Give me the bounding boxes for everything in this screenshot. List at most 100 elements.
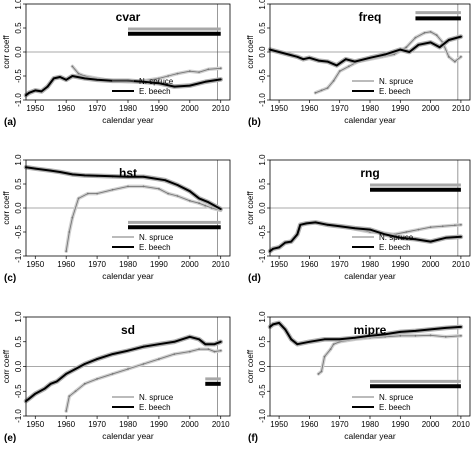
data-point: [74, 368, 77, 370]
data-point: [272, 323, 274, 326]
data-point: [188, 190, 191, 193]
data-point: [173, 353, 176, 356]
data-point: [399, 330, 402, 333]
x-axis-label: calendar year: [102, 115, 154, 125]
x-tick-label: 2000: [181, 260, 199, 269]
data-point: [127, 349, 129, 352]
y-axis-label: corr coeff: [246, 349, 255, 383]
data-point: [460, 235, 462, 238]
data-point: [447, 39, 450, 41]
data-point: [414, 238, 417, 241]
x-tick-label: 1960: [57, 260, 75, 269]
data-point: [65, 373, 68, 375]
data-point: [164, 179, 166, 182]
data-point: [296, 55, 299, 58]
data-point: [40, 90, 43, 93]
data-point: [207, 348, 210, 351]
data-point: [198, 202, 200, 205]
x-tick-label: 1950: [270, 104, 288, 113]
data-point: [158, 358, 160, 360]
x-tick-label: 1990: [150, 260, 168, 269]
data-point: [320, 370, 323, 373]
x-tick-label: 1980: [361, 104, 379, 113]
data-point: [323, 355, 326, 358]
data-point: [127, 368, 129, 370]
data-point: [369, 56, 371, 59]
x-tick-label: 1960: [57, 420, 75, 429]
data-point: [429, 240, 432, 243]
panel-title: hst: [119, 166, 137, 180]
data-point: [151, 177, 154, 180]
data-point: [96, 192, 98, 195]
data-point: [96, 174, 98, 177]
data-point: [173, 85, 176, 88]
data-point: [326, 223, 329, 226]
y-tick-label: 1.0: [258, 0, 267, 10]
y-tick-label: -1.0: [14, 93, 23, 107]
data-point: [299, 223, 302, 226]
data-point: [278, 246, 280, 249]
x-axis-label: calendar year: [102, 271, 154, 281]
data-point: [111, 175, 114, 178]
panel-1: -1.0 -0.5 0.0 0.5 1.0 1950 1960 1970 1980 1990 200…: [2, 0, 231, 128]
data-point: [384, 333, 387, 336]
data-point: [317, 373, 320, 375]
data-point: [302, 58, 305, 61]
x-tick-label: 1990: [150, 420, 168, 429]
data-point: [127, 175, 129, 178]
data-point: [83, 174, 86, 177]
data-point: [59, 171, 61, 173]
y-tick-label: 0.0: [258, 46, 267, 58]
data-point: [453, 224, 456, 227]
legend-label: N. spruce: [139, 77, 174, 86]
x-tick-label: 2010: [452, 260, 470, 269]
data-point: [429, 30, 432, 33]
data-point: [142, 345, 145, 348]
data-point: [83, 363, 86, 365]
data-point: [335, 64, 338, 67]
data-point: [210, 207, 213, 209]
legend-label: N. spruce: [139, 393, 174, 402]
y-axis-label: corr coeff: [246, 35, 255, 69]
data-point: [284, 241, 287, 244]
data-point: [46, 85, 49, 88]
data-point: [77, 72, 80, 75]
data-point: [204, 80, 207, 83]
panel-title: sd: [121, 323, 135, 337]
legend-label: E. beech: [379, 403, 411, 412]
data-point: [219, 340, 222, 343]
data-point: [96, 377, 98, 380]
y-tick-label: 0.5: [258, 336, 267, 348]
y-tick-label: 1.0: [258, 311, 267, 323]
data-point: [399, 236, 402, 239]
x-tick-label: 1960: [300, 420, 318, 429]
data-point: [353, 227, 356, 230]
y-tick-label: 0.5: [258, 178, 267, 190]
data-point: [408, 51, 411, 53]
panel-2: -1.0 -0.5 0.0 0.5 1.0 1950 1960 1970 1980 1990 200…: [246, 0, 471, 128]
data-point: [423, 31, 426, 34]
data-point: [65, 250, 68, 253]
data-point: [127, 185, 129, 188]
x-tick-label: 1990: [391, 420, 409, 429]
data-point: [305, 222, 308, 225]
data-point: [435, 34, 438, 37]
x-tick-label: 1950: [26, 420, 44, 429]
data-point: [369, 228, 371, 231]
y-axis-label: corr coeff: [2, 191, 11, 225]
y-tick-label: -0.5: [14, 69, 23, 83]
data-point: [329, 348, 332, 351]
x-tick-label: 1960: [300, 260, 318, 269]
data-point: [326, 87, 329, 89]
data-point: [167, 75, 170, 77]
data-point: [34, 167, 37, 170]
data-point: [213, 343, 216, 346]
x-tick-label: 1950: [270, 420, 288, 429]
data-point: [460, 55, 462, 58]
x-tick-label: 2010: [452, 420, 470, 429]
x-tick-label: 1960: [57, 104, 75, 113]
x-tick-label: 1980: [119, 420, 137, 429]
data-point: [188, 350, 191, 353]
data-point: [158, 343, 160, 346]
y-tick-label: -1.0: [258, 409, 267, 423]
